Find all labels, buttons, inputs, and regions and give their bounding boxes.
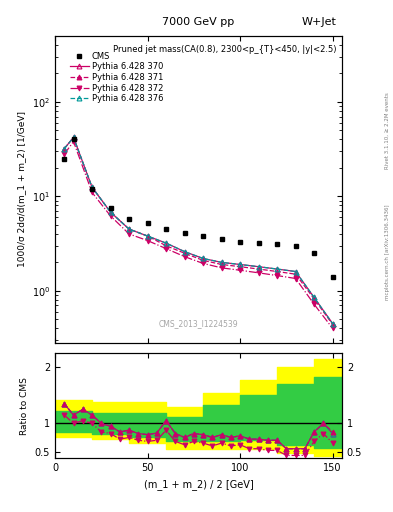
Pythia 6.428 371 [108,209,113,215]
Pythia 6.428 371 [127,226,131,232]
Pythia 6.428 372 [164,245,169,251]
Pythia 6.428 370 [164,240,169,246]
CMS [312,250,316,257]
Pythia 6.428 370 [256,264,261,270]
Pythia 6.428 372 [238,267,242,273]
Pythia 6.428 371 [71,134,76,140]
Pythia 6.428 370 [201,255,206,262]
Text: CMS_2013_I1224539: CMS_2013_I1224539 [159,318,238,328]
CMS [293,243,298,249]
Pythia 6.428 371 [330,322,335,328]
Pythia 6.428 376 [145,233,150,239]
Line: Pythia 6.428 376: Pythia 6.428 376 [62,135,335,326]
Pythia 6.428 371 [219,262,224,268]
Pythia 6.428 370 [238,262,242,268]
Text: W+Jet: W+Jet [301,16,336,27]
Text: Rivet 3.1.10, ≥ 2.2M events: Rivet 3.1.10, ≥ 2.2M events [385,92,389,169]
Pythia 6.428 371 [90,184,94,190]
Pythia 6.428 371 [238,264,242,270]
Pythia 6.428 376 [90,184,94,190]
Pythia 6.428 372 [62,151,67,157]
Pythia 6.428 372 [145,238,150,244]
Pythia 6.428 376 [201,255,206,262]
Text: Pruned jet mass(CA(0.8), 2300<p_{T}<450, |y|<2.5): Pruned jet mass(CA(0.8), 2300<p_{T}<450,… [113,45,336,54]
Pythia 6.428 372 [182,253,187,260]
Pythia 6.428 376 [62,145,67,152]
Pythia 6.428 370 [182,248,187,254]
CMS [62,156,67,162]
Pythia 6.428 371 [62,145,67,152]
CMS [164,226,169,232]
CMS [275,241,279,247]
Pythia 6.428 371 [145,233,150,239]
Pythia 6.428 376 [238,262,242,268]
CMS [127,216,131,222]
Pythia 6.428 372 [71,139,76,145]
Pythia 6.428 376 [330,321,335,327]
Pythia 6.428 376 [71,134,76,140]
Text: 7000 GeV pp: 7000 GeV pp [162,16,235,27]
Pythia 6.428 371 [275,268,279,274]
Line: Pythia 6.428 372: Pythia 6.428 372 [62,139,335,331]
CMS [330,274,335,280]
Pythia 6.428 376 [108,209,113,215]
Pythia 6.428 370 [71,134,76,140]
CMS [238,239,242,245]
Pythia 6.428 372 [219,265,224,271]
Pythia 6.428 372 [108,213,113,219]
Text: mcplots.cern.ch [arXiv:1306.3436]: mcplots.cern.ch [arXiv:1306.3436] [385,205,389,301]
X-axis label: (m_1 + m_2) / 2 [GeV]: (m_1 + m_2) / 2 [GeV] [143,479,253,489]
Pythia 6.428 372 [201,260,206,266]
CMS [182,230,187,236]
Pythia 6.428 372 [127,231,131,237]
Pythia 6.428 370 [108,209,113,215]
Line: CMS: CMS [62,137,335,280]
Pythia 6.428 372 [90,189,94,196]
CMS [71,136,76,142]
Pythia 6.428 371 [293,271,298,278]
Legend: CMS, Pythia 6.428 370, Pythia 6.428 371, Pythia 6.428 372, Pythia 6.428 376: CMS, Pythia 6.428 370, Pythia 6.428 371,… [68,49,166,106]
CMS [108,205,113,211]
Line: Pythia 6.428 371: Pythia 6.428 371 [62,135,335,327]
Pythia 6.428 376 [275,266,279,272]
Pythia 6.428 370 [62,145,67,152]
Pythia 6.428 371 [256,266,261,272]
Pythia 6.428 371 [312,296,316,302]
Pythia 6.428 372 [275,272,279,279]
Pythia 6.428 372 [330,325,335,331]
Pythia 6.428 376 [219,259,224,265]
CMS [145,220,150,226]
CMS [90,186,94,192]
Pythia 6.428 376 [182,248,187,254]
Line: Pythia 6.428 370: Pythia 6.428 370 [62,135,335,326]
Pythia 6.428 370 [127,226,131,232]
Pythia 6.428 370 [275,266,279,272]
Pythia 6.428 372 [256,270,261,276]
Pythia 6.428 370 [145,233,150,239]
Pythia 6.428 372 [312,301,316,307]
CMS [256,240,261,246]
Pythia 6.428 370 [312,294,316,301]
Pythia 6.428 371 [201,258,206,264]
Pythia 6.428 371 [164,243,169,249]
Pythia 6.428 371 [182,250,187,257]
Pythia 6.428 376 [164,240,169,246]
CMS [219,237,224,243]
Pythia 6.428 370 [90,184,94,190]
Pythia 6.428 376 [127,226,131,232]
CMS [201,233,206,239]
Pythia 6.428 370 [330,321,335,327]
Y-axis label: 1000/σ 2dσ/d(m_1 + m_2) [1/GeV]: 1000/σ 2dσ/d(m_1 + m_2) [1/GeV] [17,112,26,267]
Y-axis label: Ratio to CMS: Ratio to CMS [20,377,29,435]
Pythia 6.428 376 [293,268,298,274]
Pythia 6.428 376 [312,294,316,301]
Pythia 6.428 370 [219,259,224,265]
Pythia 6.428 376 [256,264,261,270]
Pythia 6.428 372 [293,275,298,282]
Pythia 6.428 370 [293,268,298,274]
